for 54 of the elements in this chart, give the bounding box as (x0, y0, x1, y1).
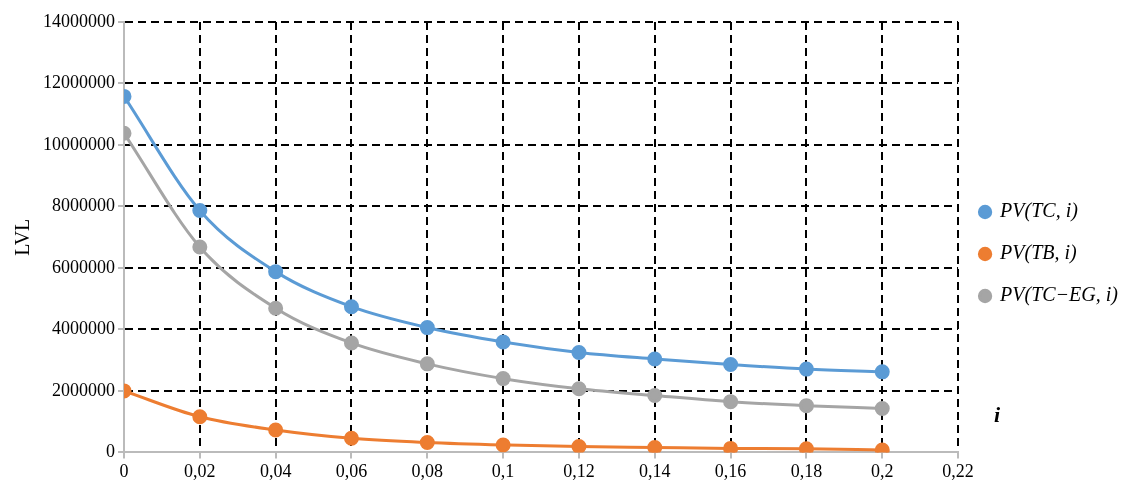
x-tick-label: 0,18 (790, 460, 823, 481)
point (571, 344, 587, 360)
point (647, 439, 663, 453)
legend-label: PV(TC−EG, i) (999, 283, 1119, 307)
point (723, 356, 739, 372)
point (723, 394, 739, 410)
point (647, 351, 663, 367)
point (798, 441, 814, 453)
x-tick-label: 0,02 (184, 460, 216, 481)
point (343, 299, 359, 315)
y-tick-label: 10000000 (43, 133, 115, 154)
point (268, 300, 284, 316)
point (495, 437, 511, 453)
y-tick-label: 4000000 (52, 318, 115, 339)
legend-label: PV(TC, i) (999, 199, 1079, 223)
point (419, 435, 435, 451)
point (343, 335, 359, 351)
x-tick-label: 0,08 (411, 460, 444, 481)
point (343, 430, 359, 446)
point (268, 422, 284, 438)
y-tick-label: 2000000 (52, 379, 115, 400)
x-axis-title: i (994, 402, 1002, 428)
y-tick-label: 0 (106, 441, 115, 462)
point (495, 334, 511, 350)
point (192, 409, 208, 425)
y-tick-label: 6000000 (52, 256, 115, 277)
x-tick-label: 0,2 (871, 460, 894, 481)
x-tick-label: 0,12 (563, 460, 595, 481)
x-tick-label: 0,16 (714, 460, 747, 481)
point (798, 398, 814, 414)
point (874, 364, 890, 380)
point (495, 371, 511, 387)
y-axis-title: LVL (11, 218, 34, 256)
y-tick-label: 8000000 (52, 195, 115, 216)
point (419, 320, 435, 336)
point (192, 239, 208, 255)
y-tick-label: 14000000 (43, 10, 115, 31)
point (192, 202, 208, 218)
point (723, 440, 739, 453)
x-tick-label: 0,14 (639, 460, 671, 481)
x-tick-label: 0,22 (942, 460, 974, 481)
point (419, 356, 435, 372)
legend-label: PV(TB, i) (999, 241, 1078, 265)
point (647, 388, 663, 404)
x-tick-label: 0,06 (335, 460, 368, 481)
x-tick-label: 0,04 (259, 460, 292, 481)
point (268, 264, 284, 280)
point (571, 381, 587, 397)
y-tick-label: 12000000 (43, 72, 115, 93)
point (874, 400, 890, 416)
x-tick-label: 0,1 (491, 460, 515, 481)
x-tick-label: 0 (119, 460, 129, 481)
point (798, 361, 814, 377)
point (571, 439, 587, 453)
